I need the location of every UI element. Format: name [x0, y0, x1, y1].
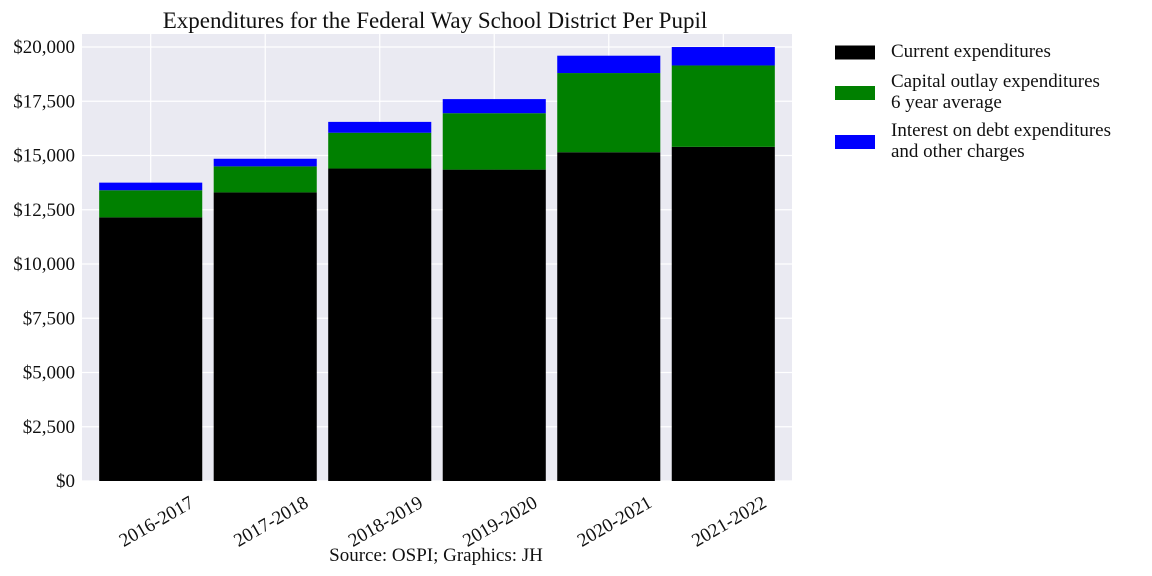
legend-label: Interest on debt expenditures and other c… — [891, 120, 1111, 162]
legend-swatch — [835, 45, 875, 60]
y-tick-label: $12,500 — [13, 200, 75, 221]
source-note: Source: OSPI; Graphics: JH — [329, 545, 543, 566]
bar-segment-series-2-2016-2017 — [99, 182, 203, 191]
x-tick-label: 2016-2017 — [116, 492, 198, 551]
y-axis-ticks: $0 $2,500 $5,000 $7,500 $10,000 $12,500 $15,00… — [13, 37, 75, 492]
bar-segment-series-1-2019-2020 — [442, 113, 546, 170]
bar-segment-series-2-2021-2022 — [671, 47, 775, 66]
y-tick-label: $7,500 — [23, 308, 75, 329]
x-tick-label: 2019-2020 — [459, 492, 541, 551]
legend-label: Current expenditures — [891, 41, 1051, 62]
bar-segment-series-2-2018-2019 — [328, 121, 432, 133]
x-tick-label: 2017-2018 — [230, 492, 312, 551]
y-tick-label: $15,000 — [13, 146, 75, 167]
bar-segment-series-0-2020-2021 — [557, 152, 661, 481]
bar-segment-series-1-2020-2021 — [557, 73, 661, 153]
chart-title: Expenditures for the Federal Way School … — [163, 8, 708, 33]
y-tick-label: $2,500 — [23, 417, 75, 438]
bar-segment-series-0-2021-2022 — [671, 146, 775, 481]
bar-segment-series-1-2021-2022 — [671, 65, 775, 147]
bar-segment-series-0-2017-2018 — [213, 192, 317, 482]
x-tick-label: 2018-2019 — [345, 492, 427, 551]
bar-segment-series-2-2019-2020 — [442, 99, 546, 114]
bar-segment-series-0-2016-2017 — [99, 217, 203, 481]
bar-segment-series-0-2018-2019 — [328, 168, 432, 481]
y-tick-label: $17,500 — [13, 91, 75, 112]
y-tick-label: $0 — [56, 471, 75, 492]
bar-segment-series-0-2019-2020 — [442, 169, 546, 481]
x-axis-ticks: 2016-2017 2017-2018 2018-2019 2019-2020 2020… — [116, 492, 770, 551]
x-tick-label: 2021-2022 — [688, 492, 770, 551]
bar-segment-series-2-2017-2018 — [213, 158, 317, 167]
bar-segment-series-1-2016-2017 — [99, 190, 203, 218]
legend-swatch — [835, 135, 875, 149]
legend-label: Capital outlay expenditures 6 year averag… — [891, 71, 1100, 113]
y-tick-label: $5,000 — [23, 363, 75, 384]
bar-segment-series-1-2017-2018 — [213, 166, 317, 193]
legend: Current expenditures Capital outlay expen… — [835, 41, 1111, 162]
y-tick-label: $20,000 — [13, 37, 75, 58]
bars — [99, 47, 775, 482]
x-tick-label: 2020-2021 — [574, 492, 656, 551]
bar-segment-series-1-2018-2019 — [328, 132, 432, 169]
legend-swatch — [835, 86, 875, 100]
bar-segment-series-2-2020-2021 — [557, 55, 661, 74]
y-tick-label: $10,000 — [13, 254, 75, 275]
